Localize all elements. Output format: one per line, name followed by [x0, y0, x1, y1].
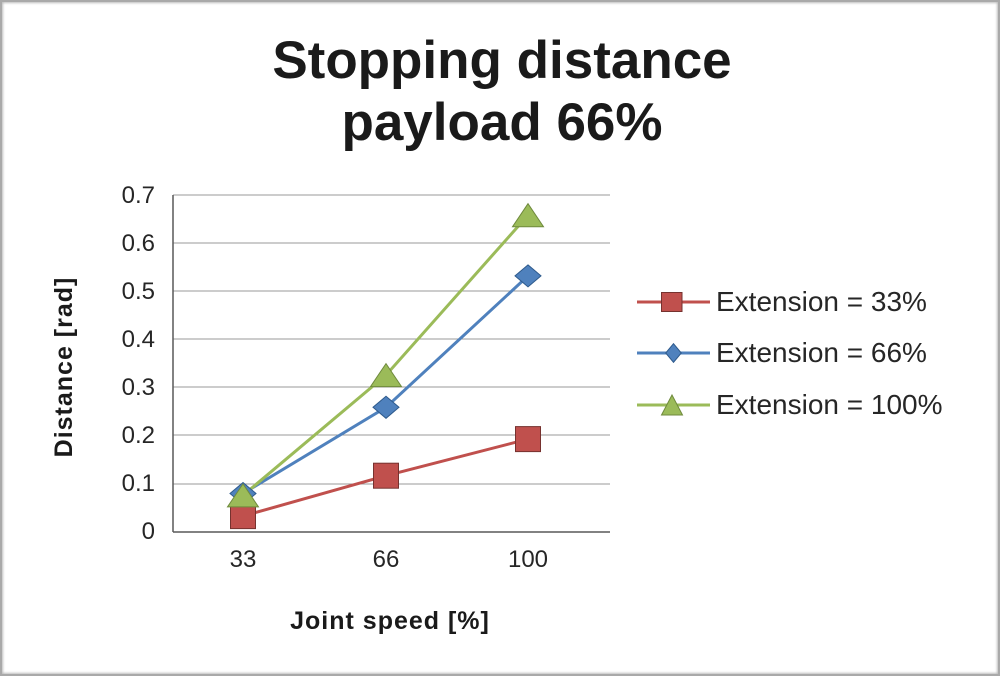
svg-text:Distance [rad]: Distance [rad]	[50, 277, 78, 458]
svg-text:0.3: 0.3	[122, 374, 155, 401]
svg-text:33: 33	[230, 546, 257, 573]
svg-text:0.1: 0.1	[122, 470, 155, 497]
svg-text:0.2: 0.2	[122, 422, 155, 449]
svg-text:0.5: 0.5	[122, 278, 155, 305]
svg-text:Extension = 33%: Extension = 33%	[716, 286, 927, 317]
svg-text:66: 66	[373, 546, 400, 573]
svg-text:0.7: 0.7	[122, 182, 155, 209]
svg-text:Extension = 100%: Extension = 100%	[716, 389, 943, 420]
svg-text:Extension = 66%: Extension = 66%	[716, 337, 927, 368]
svg-text:0.4: 0.4	[122, 326, 155, 353]
svg-text:100: 100	[508, 546, 548, 573]
svg-text:0.6: 0.6	[122, 230, 155, 257]
svg-text:Joint speed [%]: Joint speed [%]	[290, 607, 490, 635]
svg-text:0: 0	[142, 518, 155, 545]
